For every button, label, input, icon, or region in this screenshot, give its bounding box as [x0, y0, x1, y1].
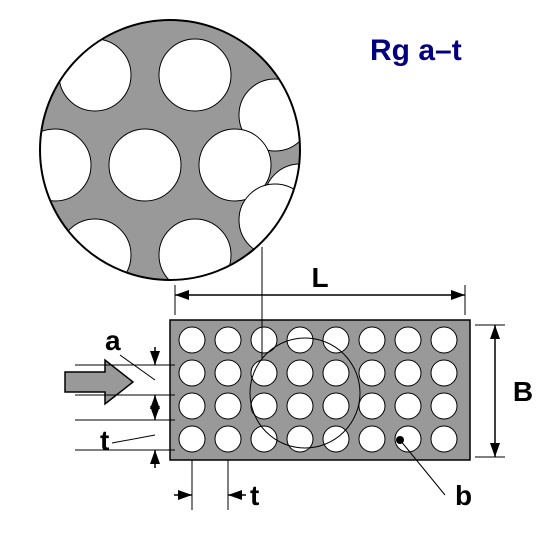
diagram-canvas: Rg a–t L Ba t t b [0, 0, 550, 550]
dimension-a: a [75, 325, 175, 413]
label-t-bottom: t [250, 480, 259, 511]
perforated-plate [170, 320, 470, 460]
label-B: B [513, 376, 533, 407]
dimension-t-bottom: t [174, 460, 259, 511]
direction-arrow [65, 360, 133, 404]
dimension-B: B [475, 325, 533, 457]
label-L: L [311, 262, 328, 293]
dimension-t-left: t [75, 402, 175, 468]
label-b: b [455, 480, 472, 511]
label-a: a [105, 325, 121, 356]
title-text: Rg a–t [370, 34, 462, 67]
label-t-left: t [100, 425, 109, 456]
magnifier-view [19, 20, 336, 291]
